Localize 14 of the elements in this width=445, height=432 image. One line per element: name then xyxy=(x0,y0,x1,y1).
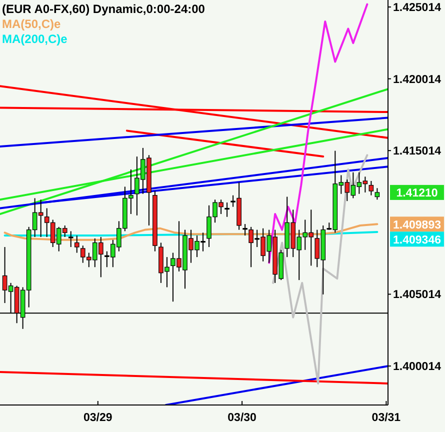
y-tick-label: 1.400014 xyxy=(393,361,442,374)
data-label: 1.409346 xyxy=(393,234,441,246)
text: 1.41210 xyxy=(396,188,438,200)
x-tick-label: 03/29 xyxy=(84,412,112,424)
y-tick-label: 1.415014 xyxy=(393,146,442,158)
x-tick-label: 03/30 xyxy=(228,412,256,424)
data-label: 1.409893 xyxy=(393,219,441,232)
y-tick-label: 1.425014 xyxy=(393,2,442,14)
text: MA(200,C)e xyxy=(2,32,68,46)
x-tick-label: 03/31 xyxy=(372,412,402,424)
text: MA(50,C)e xyxy=(2,17,61,31)
chart-title: (EUR A0-FX,60) Dynamic,0:00-24:00 xyxy=(2,2,206,16)
y-tick-label: 1.420014 xyxy=(393,74,442,86)
y-tick-label: 1.405014 xyxy=(393,289,442,302)
